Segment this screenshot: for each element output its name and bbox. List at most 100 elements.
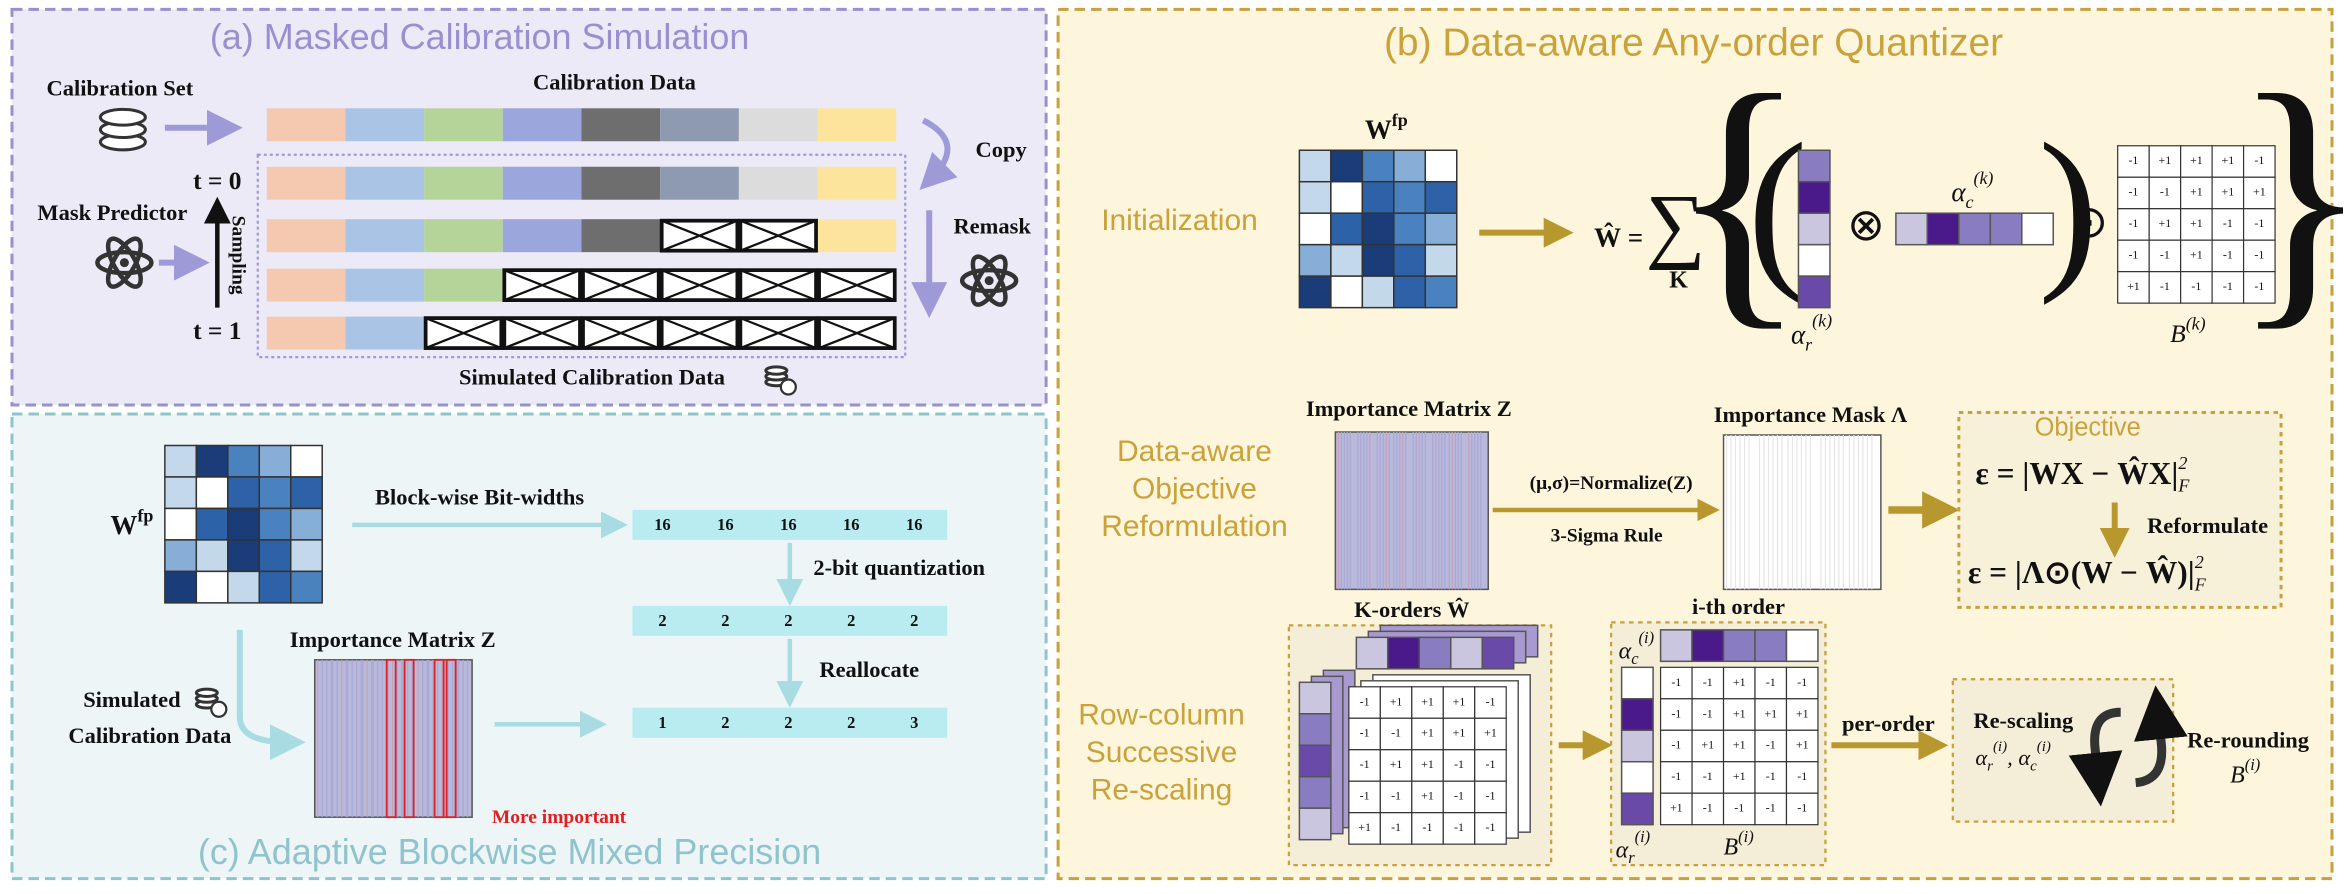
importance-mask [1722, 434, 1882, 591]
weight-cell [164, 507, 198, 541]
scale-cell [1418, 636, 1452, 670]
sign-value: +1 [1484, 726, 1497, 740]
important-block [433, 658, 445, 819]
symbol: ∑ [1646, 178, 1706, 271]
data-block [502, 166, 582, 200]
mask-cross [661, 219, 738, 252]
sign-cell [1722, 792, 1756, 826]
check-icon [779, 378, 797, 396]
sign-value: -1 [1454, 757, 1464, 771]
sign-value: +1 [1764, 706, 1777, 720]
weight-cell [258, 444, 292, 478]
weight-cell [1424, 212, 1458, 246]
scale-cell [1298, 744, 1332, 778]
sign-cell [1442, 717, 1476, 751]
label: 3-Sigma Rule [1551, 525, 1663, 546]
weight-cell [1330, 212, 1364, 246]
scale-cell [1659, 629, 1693, 663]
symbol: α [1616, 837, 1629, 863]
weight-cell [1330, 180, 1364, 214]
data-block [424, 166, 503, 200]
data-block [738, 166, 818, 200]
sign-value: +1 [2221, 153, 2234, 167]
symbol: α [1951, 177, 1966, 207]
sign-value: -1 [1703, 769, 1713, 783]
scale-cell [1355, 636, 1389, 670]
important-block [403, 658, 415, 819]
sign-value: +1 [1796, 706, 1809, 720]
label: Importance Matrix Z [290, 627, 496, 652]
sign-value: +1 [2127, 279, 2140, 293]
weight-cell [227, 476, 261, 510]
sign-cell [1474, 749, 1507, 782]
sign-cell [2211, 271, 2245, 304]
bit-row [632, 509, 948, 540]
scale-cell [1926, 212, 1960, 246]
check-icon [210, 700, 228, 718]
scale-cell [1722, 629, 1756, 663]
sign-cell [1691, 729, 1725, 763]
scale-cell [1298, 807, 1332, 841]
sign-cell [1474, 812, 1507, 845]
superscript: fp [137, 506, 153, 526]
sign-cell [1754, 729, 1788, 763]
symbol: α [1619, 638, 1632, 664]
label: Calibration Set [47, 75, 194, 100]
sign-value: +1 [1453, 694, 1466, 708]
weight-cell [1424, 149, 1458, 183]
important-block [385, 658, 397, 819]
sign-cell [2117, 239, 2150, 273]
sign-value: -1 [2254, 216, 2264, 230]
weight-cell [227, 570, 261, 604]
objective-box [1957, 411, 2283, 609]
bit-width: 16 [843, 515, 859, 534]
sign-cell [1785, 792, 1819, 826]
sign-value: +1 [1733, 706, 1746, 720]
data-block [266, 316, 346, 350]
superscript: (k) [2186, 314, 2206, 335]
bit-width: 16 [717, 515, 733, 534]
sign-value: -1 [1360, 726, 1370, 740]
weight-cell [164, 444, 198, 478]
database-icon [764, 365, 789, 376]
sign-value: +1 [1733, 769, 1746, 783]
data-block [817, 108, 897, 142]
superscript: (i) [1738, 827, 1754, 846]
sign-cell [2117, 208, 2150, 241]
weight-cell [195, 507, 229, 541]
symbol: α [2018, 745, 2031, 770]
sign-value: +1 [2190, 185, 2203, 199]
scale-cell [1754, 629, 1788, 663]
atom-icon [959, 267, 1019, 294]
sign-cell [1442, 780, 1476, 814]
sign-cell [1722, 666, 1756, 700]
label: B(i) [2230, 755, 2260, 788]
weight-cell [290, 444, 323, 478]
brace: { [1670, 37, 1807, 353]
label: Mask Predictor [37, 200, 187, 225]
sign-value: -1 [1766, 801, 1776, 815]
sign-cell [1348, 812, 1381, 845]
label: αr (k) [1791, 311, 1832, 355]
database-icon [194, 687, 219, 698]
sign-cell [1348, 686, 1381, 719]
weight-cell [164, 570, 198, 604]
sign-value: -1 [1360, 694, 1370, 708]
label: Reformulation [1101, 510, 1288, 543]
label: Copy [976, 137, 1028, 162]
sign-value: +1 [1453, 726, 1466, 740]
weight-cell [164, 476, 198, 510]
weight-cell [1361, 149, 1395, 183]
data-block [502, 108, 582, 142]
symbol: α [1975, 745, 1988, 770]
data-block [817, 166, 897, 200]
weight-cell [195, 444, 229, 478]
mask-cross [818, 269, 896, 302]
subscript: F [2194, 575, 2207, 595]
sign-cell [1722, 729, 1756, 763]
sign-value: -1 [2128, 216, 2138, 230]
sign-cell [2242, 208, 2276, 241]
sign-value: +1 [1421, 726, 1434, 740]
sign-value: -1 [1360, 789, 1370, 803]
sign-value: -1 [2160, 185, 2170, 199]
